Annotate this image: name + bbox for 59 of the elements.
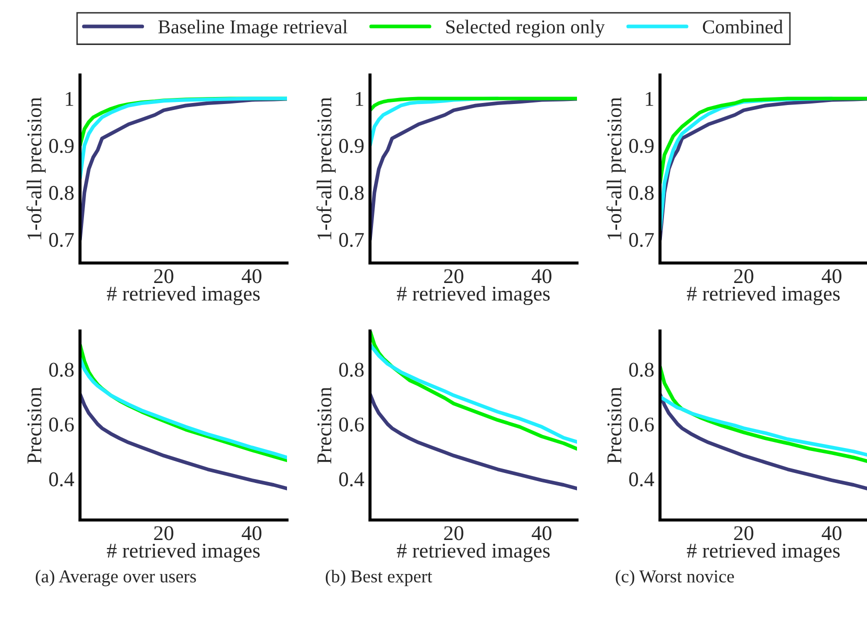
x-tick-label: 20 — [734, 269, 754, 284]
y-axis-title: 1-of-all precision — [316, 97, 336, 240]
line-series — [80, 392, 287, 490]
y-tick-label: 0.9 — [339, 138, 364, 154]
y-tick-label: 0.7 — [339, 232, 364, 248]
line-series — [370, 96, 577, 112]
y-tick-label: 1 — [356, 92, 364, 106]
x-tick-label: 40 — [532, 526, 552, 540]
text: (b) Best expert — [326, 570, 432, 586]
y-tick-label: 1 — [646, 92, 654, 106]
line-series — [370, 342, 577, 444]
x-tick-label: 40 — [242, 269, 262, 284]
y-axis-title: Precision — [317, 387, 332, 464]
y-tick-label: 0.9 — [49, 138, 74, 154]
y-axis-title: Precision — [607, 387, 622, 464]
legend-label: Baseline Image retrieval — [158, 20, 348, 38]
y-tick-label: 0.6 — [629, 418, 654, 432]
x-tick-label: 20 — [444, 526, 464, 540]
line-series — [80, 96, 287, 180]
y-tick-label: 0.8 — [339, 362, 364, 377]
y-tick-label: 0.7 — [629, 232, 654, 248]
y-tick-label: 0.7 — [49, 232, 74, 248]
y-tick-label: 0.9 — [629, 138, 654, 154]
text: (c) Worst novice — [616, 570, 734, 586]
x-axis-title: # retrieved images — [396, 543, 550, 562]
x-tick-label: 40 — [242, 526, 262, 540]
y-tick-label: 0.4 — [339, 472, 364, 486]
y-tick-label: 0.4 — [629, 472, 654, 486]
y-tick-label: 0.8 — [49, 362, 74, 377]
line-series — [660, 96, 867, 185]
y-axis-title: 1-of-all precision — [26, 97, 46, 240]
y-tick-label: 0.8 — [629, 362, 654, 377]
y-axis-title: 1-of-all precision — [606, 97, 626, 240]
line-series — [660, 394, 867, 457]
y-tick-label: 0.8 — [339, 186, 364, 200]
x-axis-title: # retrieved images — [396, 286, 550, 306]
x-tick-label: 20 — [154, 526, 174, 540]
legend-label: Combined — [702, 20, 783, 34]
line-series — [370, 392, 577, 490]
text: (a) Average over users — [36, 570, 196, 586]
y-tick-label: 0.6 — [339, 418, 364, 432]
x-axis-title: # retrieved images — [686, 286, 840, 306]
x-tick-label: 40 — [532, 269, 552, 284]
y-axis-title: Precision — [27, 387, 42, 464]
x-tick-label: 20 — [444, 269, 464, 284]
y-tick-label: 0.8 — [629, 186, 654, 200]
y-tick-label: 0.6 — [49, 418, 74, 432]
y-tick-label: 0.8 — [49, 186, 74, 200]
x-axis-title: # retrieved images — [106, 543, 260, 562]
x-axis-title: # retrieved images — [106, 286, 260, 306]
x-tick-label: 40 — [822, 269, 842, 284]
x-tick-label: 20 — [734, 526, 754, 540]
y-tick-label: 0.4 — [49, 472, 74, 486]
y-tick-label: 1 — [66, 92, 74, 106]
x-tick-label: 40 — [822, 526, 842, 540]
legend-label: Selected region only — [446, 20, 605, 38]
x-axis-title: # retrieved images — [686, 543, 840, 562]
line-series — [660, 392, 867, 490]
x-tick-label: 20 — [154, 269, 174, 284]
